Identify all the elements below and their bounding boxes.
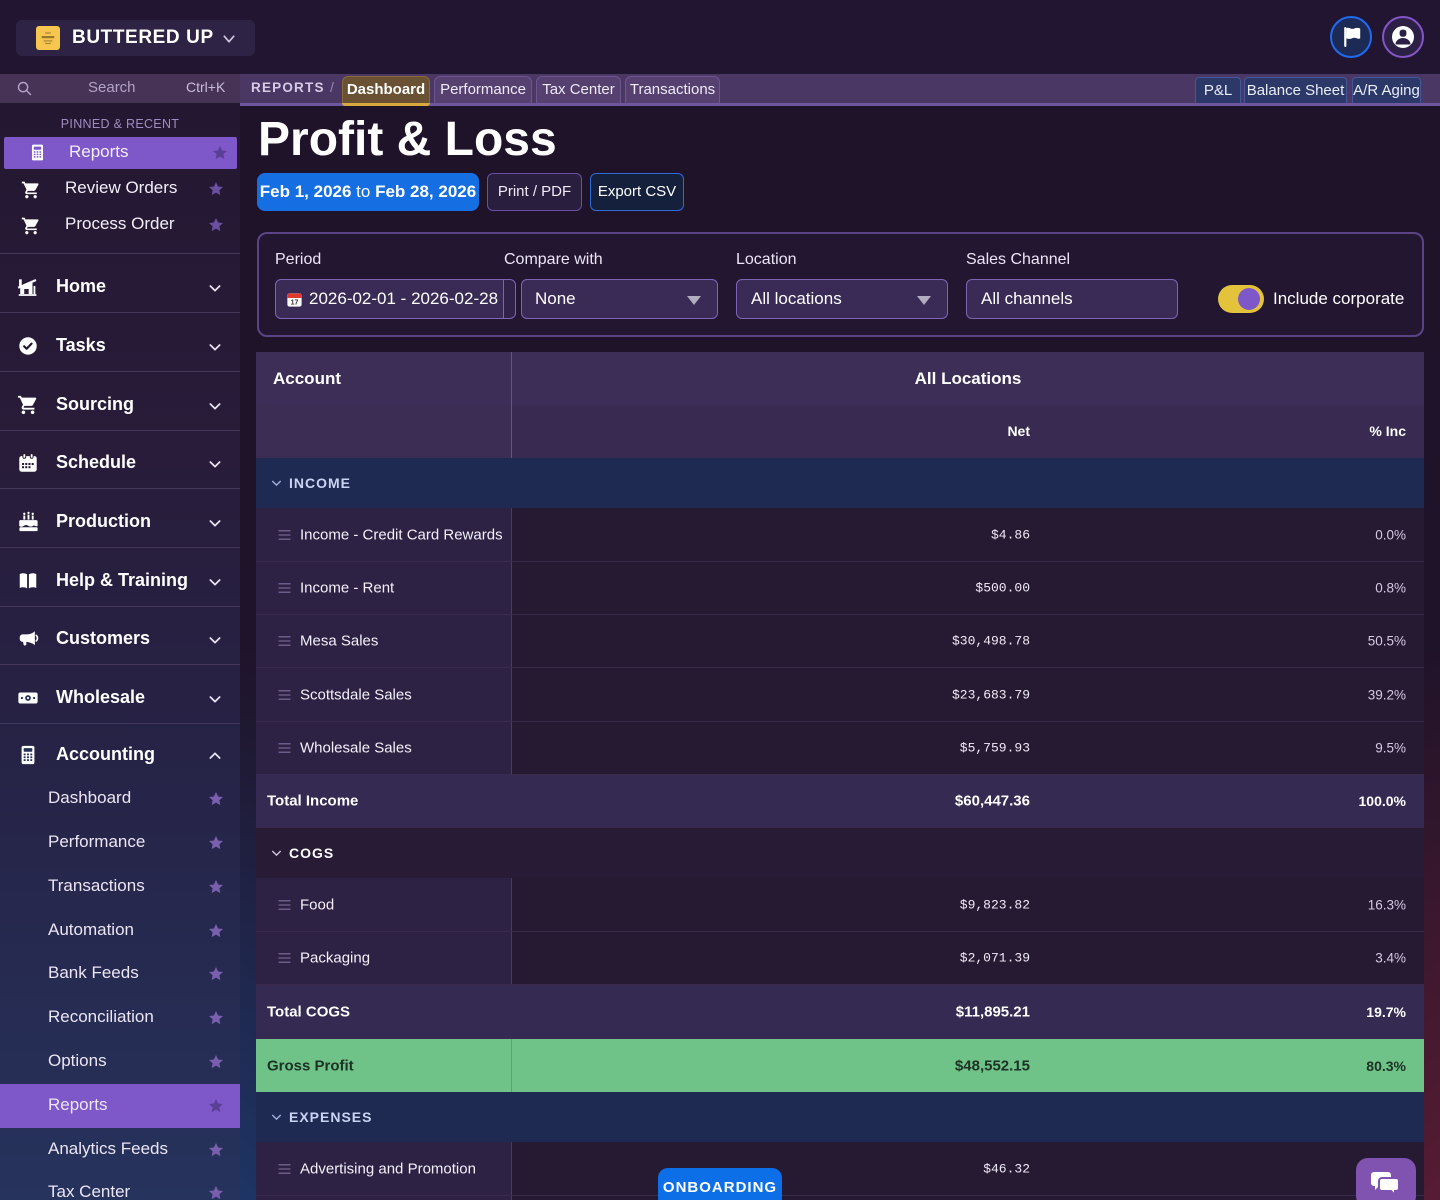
svg-text:17: 17 bbox=[291, 300, 299, 307]
